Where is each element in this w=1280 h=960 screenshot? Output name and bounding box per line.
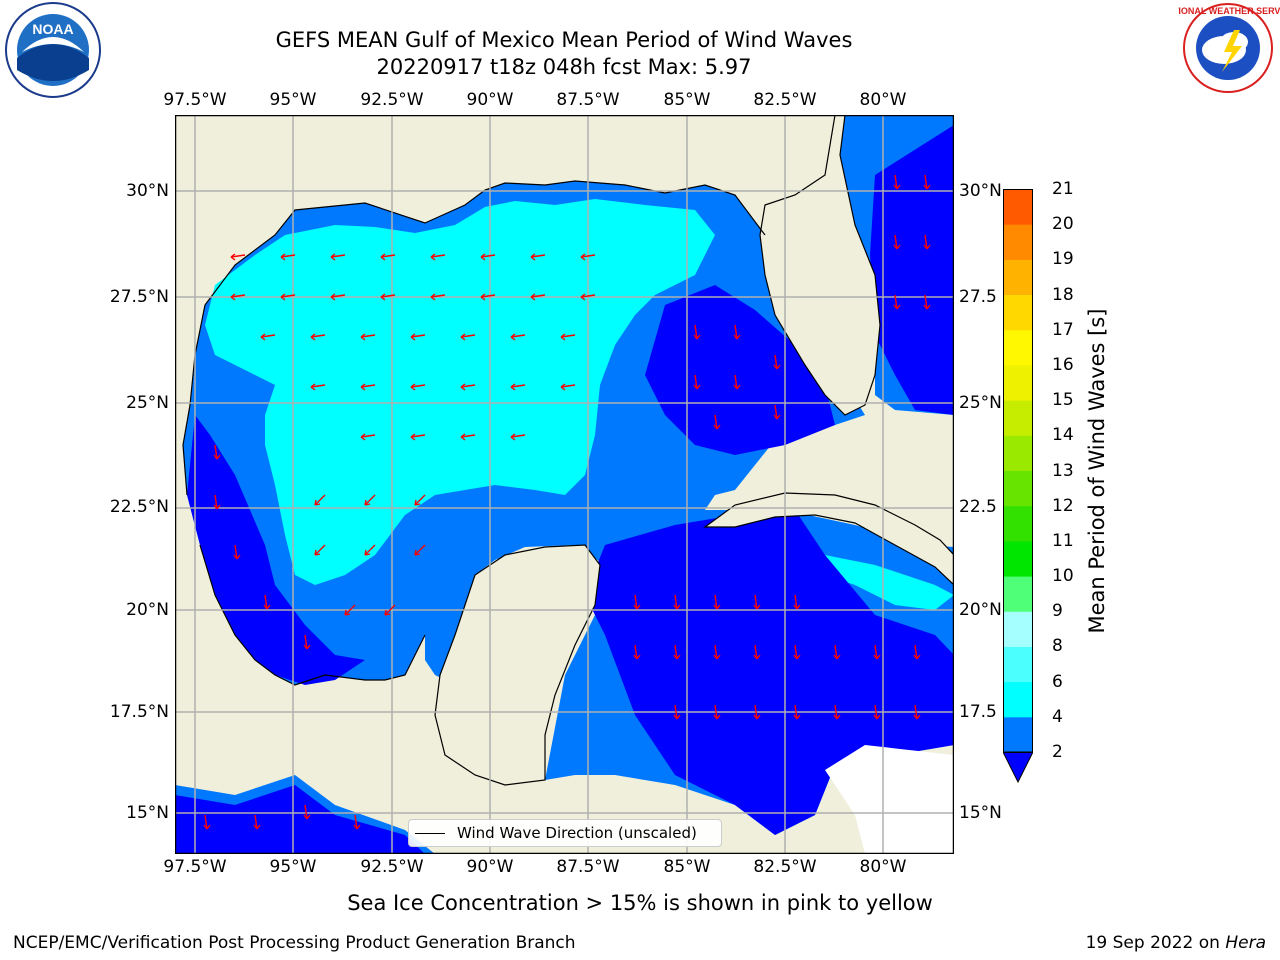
colorbar-tick: 2 bbox=[1052, 742, 1063, 762]
colorbar-segment bbox=[1003, 611, 1033, 647]
colorbar-tick: 9 bbox=[1052, 601, 1063, 622]
colorbar-tick: 10 bbox=[1052, 566, 1074, 587]
lon-tick-bottom: 92.5°W bbox=[360, 857, 424, 877]
colorbar-tick: 21 bbox=[1052, 179, 1074, 199]
lat-tick-right: 15°N bbox=[959, 803, 1002, 823]
lon-tick-bottom: 80°W bbox=[859, 857, 907, 877]
atlantic-calm bbox=[870, 125, 954, 415]
colorbar-tick: 13 bbox=[1052, 460, 1074, 481]
yucatan-land bbox=[434, 544, 601, 786]
colorbar-segment bbox=[1003, 435, 1033, 471]
cuba-land bbox=[703, 492, 954, 586]
colorbar-tick: 14 bbox=[1052, 425, 1074, 446]
pacific-calm bbox=[175, 785, 425, 854]
colorbar-segment bbox=[1003, 400, 1033, 436]
colorbar-tick: 19 bbox=[1052, 249, 1074, 270]
map-legend: Wind Wave Direction (unscaled) bbox=[408, 819, 722, 847]
colorbar-segment bbox=[1003, 259, 1033, 296]
map-subtitle: 20220917 t18z 048h fcst Max: 5.97 bbox=[376, 55, 752, 79]
lat-tick-left: 20°N bbox=[126, 600, 169, 620]
footer-date: 19 Sep 2022 on Hera bbox=[1086, 933, 1266, 953]
colorbar-segment bbox=[1003, 329, 1033, 366]
lat-tick-left: 22.5°N bbox=[109, 497, 169, 517]
footer-host: Hera bbox=[1225, 933, 1266, 953]
colorbar-segment bbox=[1003, 189, 1033, 225]
wave-period-map bbox=[175, 115, 954, 854]
no-data-patch bbox=[825, 745, 954, 854]
lon-tick-top: 85°W bbox=[663, 90, 711, 110]
caribbean-water-4-6 bbox=[825, 555, 954, 610]
lat-tick-right: 25°N bbox=[959, 393, 1002, 413]
colorbar-tick: 11 bbox=[1052, 530, 1074, 551]
lon-tick-top: 95°W bbox=[269, 90, 317, 110]
colorbar bbox=[1003, 189, 1033, 783]
svg-text:NOAA: NOAA bbox=[32, 21, 73, 37]
colorbar-segment bbox=[1003, 224, 1033, 260]
sea-ice-note: Sea Ice Concentration > 15% is shown in … bbox=[347, 891, 933, 915]
footer-date-text: 19 Sep 2022 on bbox=[1085, 933, 1226, 953]
colorbar-tick: 12 bbox=[1052, 495, 1074, 516]
colorbar-under-extend bbox=[1003, 751, 1033, 783]
colorbar-tick: 16 bbox=[1052, 354, 1074, 375]
lat-tick-right: 20°N bbox=[959, 600, 1002, 620]
lon-tick-bottom: 85°W bbox=[663, 857, 711, 877]
florida-land bbox=[759, 115, 881, 416]
colorbar-tick: 20 bbox=[1052, 214, 1074, 235]
colorbar-segment bbox=[1003, 716, 1033, 753]
legend-line-swatch bbox=[415, 832, 445, 834]
colorbar-tick: 4 bbox=[1052, 706, 1063, 727]
lon-tick-top: 87.5°W bbox=[556, 90, 620, 110]
graticule bbox=[175, 115, 954, 854]
colorbar-segment bbox=[1003, 505, 1033, 542]
lon-tick-top: 80°W bbox=[859, 90, 907, 110]
colorbar-tick: 8 bbox=[1052, 636, 1063, 657]
colorbar-segment bbox=[1003, 646, 1033, 683]
lat-tick-left: 25°N bbox=[126, 393, 169, 413]
lat-tick-left: 17.5°N bbox=[109, 702, 169, 722]
colorbar-segment bbox=[1003, 294, 1033, 331]
lat-tick-right: 22.5 bbox=[959, 497, 997, 517]
lat-tick-right: 27.5 bbox=[959, 287, 997, 307]
colorbar-segment bbox=[1003, 576, 1033, 612]
lat-tick-left: 30°N bbox=[126, 181, 169, 201]
map-title: GEFS MEAN Gulf of Mexico Mean Period of … bbox=[275, 28, 853, 52]
colorbar-label: Mean Period of Wind Waves [s] bbox=[1085, 308, 1109, 634]
lat-tick-left: 15°N bbox=[126, 803, 169, 823]
lon-tick-bottom: 87.5°W bbox=[556, 857, 620, 877]
nws-logo: NATIONAL WEATHER SERVICE bbox=[1178, 3, 1280, 93]
lon-tick-bottom: 82.5°W bbox=[753, 857, 817, 877]
svg-text:NATIONAL WEATHER SERVICE: NATIONAL WEATHER SERVICE bbox=[1178, 6, 1280, 16]
lat-tick-right: 17.5 bbox=[959, 702, 997, 722]
colorbar-tick: 15 bbox=[1052, 390, 1074, 411]
wave-direction-arrows bbox=[203, 174, 931, 830]
lon-tick-bottom: 90°W bbox=[466, 857, 514, 877]
lon-tick-bottom: 95°W bbox=[269, 857, 317, 877]
colorbar-segment bbox=[1003, 681, 1033, 718]
lon-tick-bottom: 97.5°W bbox=[163, 857, 227, 877]
colorbar-segment bbox=[1003, 364, 1033, 401]
lon-tick-top: 82.5°W bbox=[753, 90, 817, 110]
legend-label: Wind Wave Direction (unscaled) bbox=[457, 824, 697, 842]
lat-tick-right: 30°N bbox=[959, 181, 1002, 201]
footer-credit: NCEP/EMC/Verification Post Processing Pr… bbox=[13, 933, 576, 953]
colorbar-tick: 6 bbox=[1052, 671, 1063, 692]
colorbar-segment bbox=[1003, 470, 1033, 507]
lon-tick-top: 97.5°W bbox=[163, 90, 227, 110]
east-gulf-calm bbox=[645, 285, 835, 455]
colorbar-tick: 17 bbox=[1052, 319, 1074, 340]
colorbar-tick: 18 bbox=[1052, 284, 1074, 305]
west-gulf-calm bbox=[187, 415, 365, 685]
lon-tick-top: 92.5°W bbox=[360, 90, 424, 110]
noaa-logo: NOAA bbox=[5, 2, 101, 98]
lon-tick-top: 90°W bbox=[466, 90, 514, 110]
colorbar-segment bbox=[1003, 540, 1033, 577]
lat-tick-left: 27.5°N bbox=[109, 287, 169, 307]
